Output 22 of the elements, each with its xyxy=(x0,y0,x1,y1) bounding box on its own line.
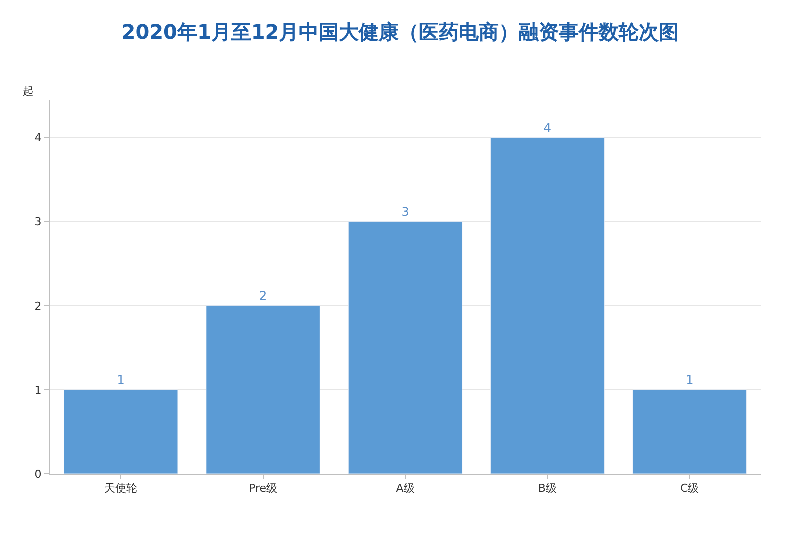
y-tick-label: 0 xyxy=(34,468,42,481)
data-label: 1 xyxy=(117,372,125,387)
y-axis-title: 起 xyxy=(23,85,34,98)
x-tick-label: B级 xyxy=(538,482,557,496)
x-tick-label: C级 xyxy=(680,482,700,496)
data-label: 1 xyxy=(686,372,694,387)
y-tick-label: 1 xyxy=(34,384,42,397)
data-label: 3 xyxy=(402,204,410,219)
bar xyxy=(490,138,605,474)
bar xyxy=(64,390,178,474)
y-tick-label: 3 xyxy=(34,216,42,229)
bar xyxy=(632,390,748,474)
data-label: 4 xyxy=(544,120,552,135)
chart-title: 2020年1月至12月中国大健康（医药电商）融资事件数轮次图 xyxy=(122,20,680,44)
x-tick-label: A级 xyxy=(396,482,415,496)
data-label: 2 xyxy=(259,288,268,303)
y-tick-label: 4 xyxy=(34,132,42,145)
y-tick-label: 2 xyxy=(34,300,42,313)
bar xyxy=(206,306,320,474)
x-tick-label: Pre级 xyxy=(249,482,278,496)
bar xyxy=(348,222,463,474)
x-tick-label: 天使轮 xyxy=(104,482,138,496)
